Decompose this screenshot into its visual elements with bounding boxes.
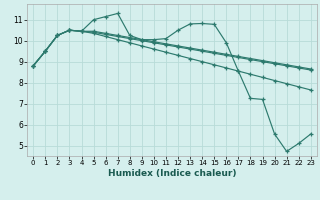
X-axis label: Humidex (Indice chaleur): Humidex (Indice chaleur) [108,169,236,178]
